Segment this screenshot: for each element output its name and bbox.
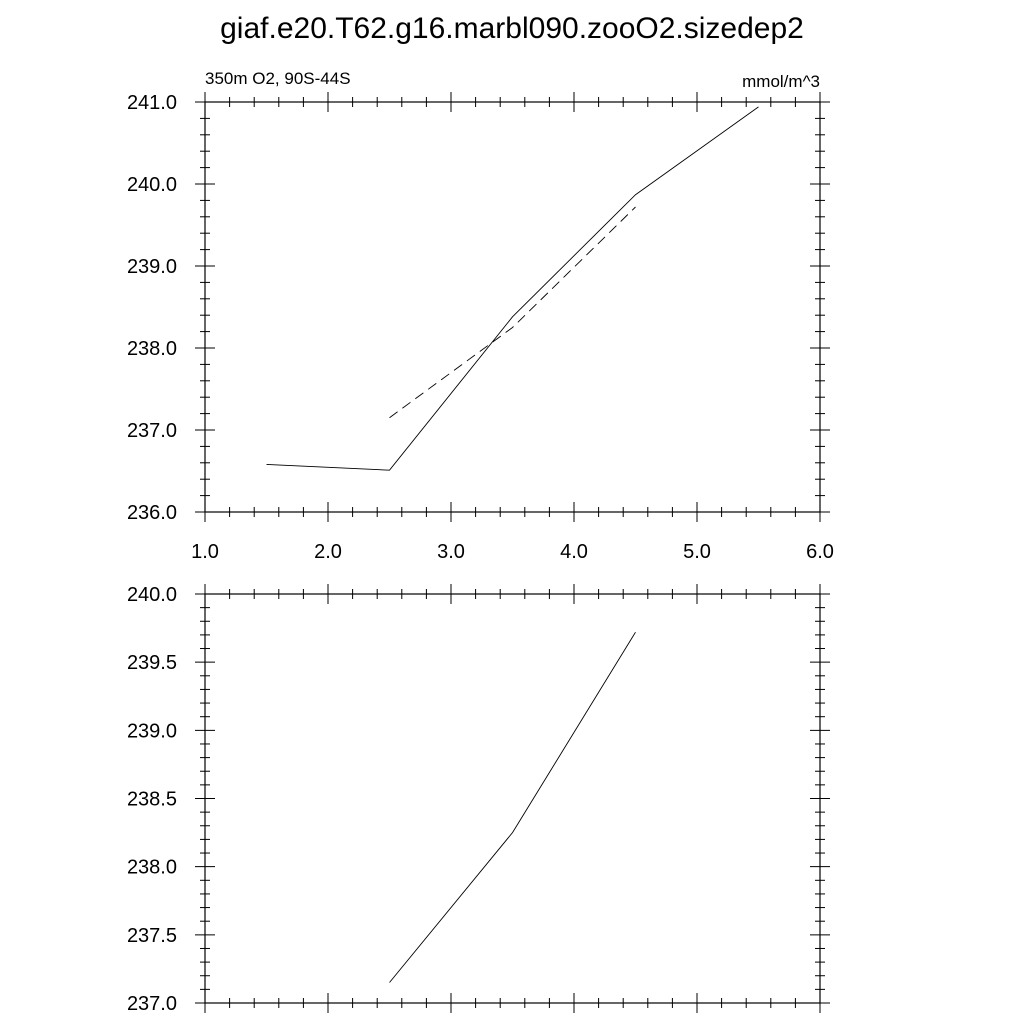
y-tick-label: 238.0 [127,857,177,879]
panel-1-units-label: mmol/m^3 [742,72,820,91]
solid-series-line [266,106,759,471]
plot-frame [204,593,821,1004]
panel-1-left-label: 350m O2, 90S-44S [205,69,351,88]
y-tick-label: 238.5 [127,789,177,811]
y-tick-label: 239.0 [127,256,177,278]
x-tick-label: 6.0 [806,541,834,563]
panel-2-plot: 237.0 237.5 238.0 238.5 239.0 239.5 240.0 [127,584,830,1015]
y-tick-label: 239.0 [127,720,177,742]
x-tick-label: 1.0 [191,541,219,563]
y-tick-label: 237.0 [127,420,177,442]
dashed-series-line [389,206,636,419]
y-tick-label: 240.0 [127,174,177,196]
x-tick-label: 4.0 [560,541,588,563]
x-tick-label: 3.0 [437,541,465,563]
y-tick-label: 239.5 [127,652,177,674]
y-tick-label: 237.0 [127,993,177,1015]
y-tick-label: 238.0 [127,338,177,360]
y-tick-label: 240.0 [127,584,177,606]
solid-series-line [389,631,636,983]
y-tick-label: 236.0 [127,502,177,524]
panel-1-plot: 236.0 237.0 238.0 239.0 240.0 241.0 1.0 2.0 3.0 4… [127,92,834,563]
x-tick-label: 2.0 [314,541,342,563]
y-tick-label: 241.0 [127,92,177,114]
plot-frame [204,101,821,513]
x-tick-label: 5.0 [683,541,711,563]
figure-title: giaf.e20.T62.g16.marbl090.zooO2.sizedep2 [220,12,804,45]
y-tick-label: 237.5 [127,925,177,947]
